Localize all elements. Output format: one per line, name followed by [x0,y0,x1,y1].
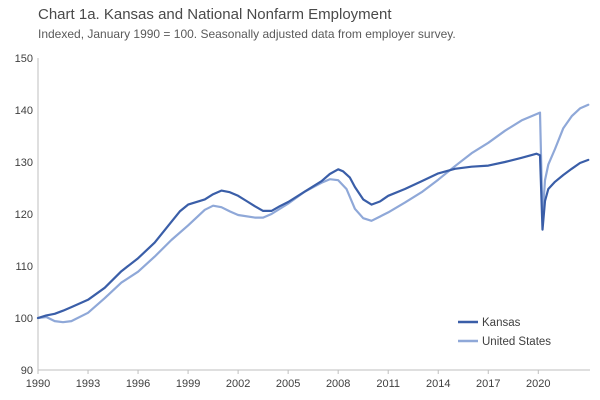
y-tick-label: 90 [21,365,33,377]
y-tick-label: 120 [15,209,33,221]
y-tick-label: 140 [15,105,33,117]
legend-label-united-states: United States [482,336,551,348]
chart-series [36,103,590,324]
series-line-united-states [36,103,590,324]
chart-axes: 90 100 110 120 130 140 150 1990 1993 1996 1999 2002… [15,53,590,390]
y-tick-label: 130 [15,157,33,169]
series-line-kansas [36,152,590,320]
y-tick-label: 150 [15,53,33,65]
x-tick-label: 1993 [76,378,100,390]
x-tick-label: 2005 [276,378,300,390]
chart-legend: Kansas United States [458,317,551,348]
y-tick-label: 110 [15,261,33,273]
x-tick-label: 1996 [126,378,150,390]
legend-label-kansas: Kansas [482,317,521,329]
x-tick-label: 2008 [326,378,350,390]
x-tick-label: 2020 [526,378,550,390]
chart-subtitle: Indexed, January 1990 = 100. Seasonally … [38,27,456,41]
x-tick-label: 2017 [476,378,500,390]
y-tick-label: 100 [15,313,33,325]
chart-title: Chart 1a. Kansas and National Nonfarm Em… [38,6,392,23]
x-tick-label: 2011 [376,378,400,390]
x-tick-label: 2014 [426,378,450,390]
x-tick-label: 2002 [226,378,250,390]
x-tick-label: 1999 [176,378,200,390]
x-tick-label: 1990 [26,378,50,390]
